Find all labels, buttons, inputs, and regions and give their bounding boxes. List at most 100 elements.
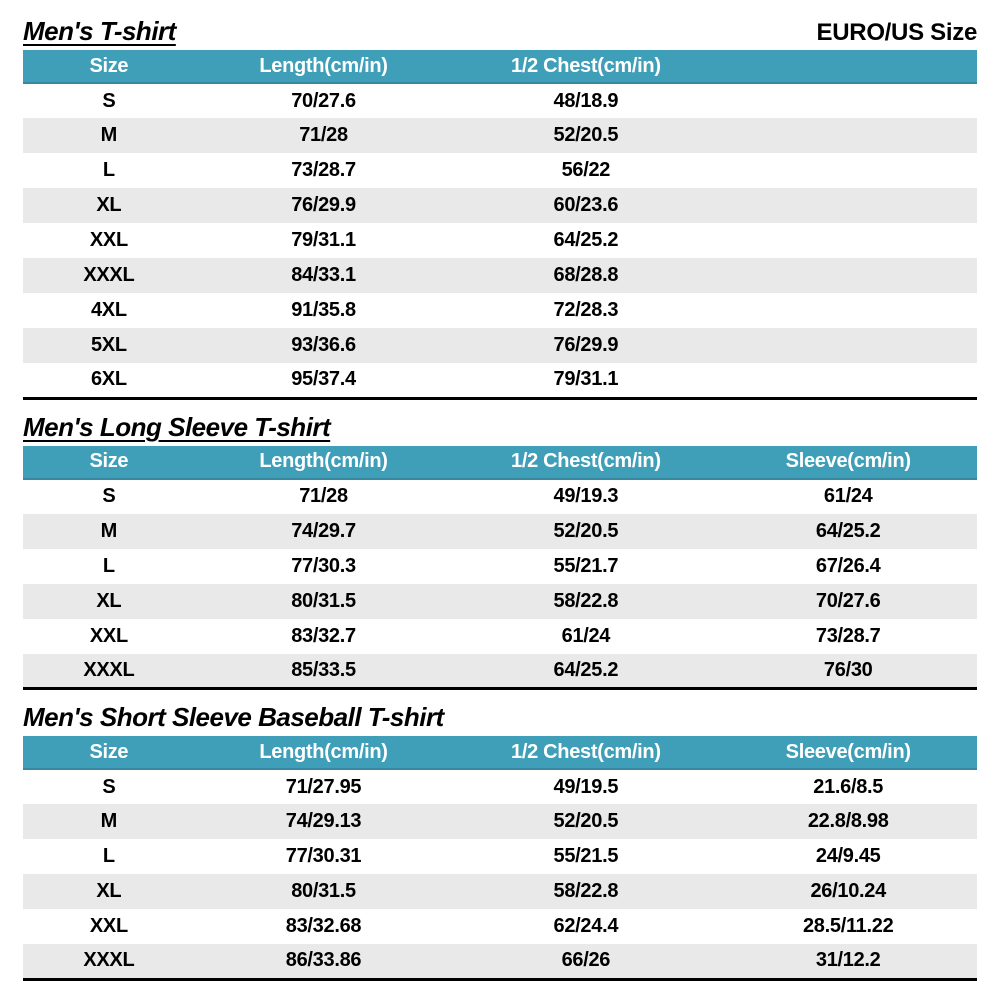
size-table-section-mens-baseball: Men's Short Sleeve Baseball T-shirt Size… (23, 702, 977, 981)
measurement-cell: 91/35.8 (291, 299, 356, 321)
table-row: M 74/29.7 52/20.5 64/25.2 (23, 513, 977, 549)
measurement-cell: 21.6/8.5 (813, 775, 884, 798)
measurement-cell (719, 328, 977, 363)
size-cell: M (100, 124, 118, 146)
size-cell: XL (96, 589, 122, 612)
measurement-cell: 74/29.7 (291, 519, 356, 542)
measurement-cell: 76/30 (823, 658, 873, 681)
measurement-cell: 61/24 (561, 624, 611, 647)
measurement-cell: 70/27.6 (815, 589, 881, 612)
size-table: Size Length(cm/in) 1/2 Chest(cm/in) Sleeve(… (23, 736, 977, 981)
column-header: Size (23, 445, 195, 480)
measurement-cell: 95/37.4 (291, 368, 356, 391)
measurement-cell: 93/36.6 (291, 334, 356, 356)
measurement-cell: 56/22 (561, 159, 611, 181)
measurement-cell: 77/30.31 (285, 845, 362, 867)
measurement-cell: 68/28.8 (553, 264, 619, 286)
measurement-cell: 55/21.7 (553, 554, 619, 577)
size-cell: M (100, 810, 118, 832)
table-row: L 73/28.7 56/22 (23, 153, 977, 188)
column-header: 1/2 Chest(cm/in) (452, 445, 720, 480)
measurement-cell: 58/22.8 (553, 589, 619, 612)
measurement-cell: 49/19.3 (553, 485, 619, 507)
table-row: L 77/30.3 55/21.7 67/26.4 (23, 549, 977, 584)
measurement-cell: 79/31.1 (291, 229, 356, 251)
table-title: Men's T-shirt (23, 16, 176, 46)
size-table-section-mens-tshirt: Men's T-shirt EURO/US Size Size Length(cm… (23, 16, 977, 400)
measurement-cell: 22.8/8.98 (807, 810, 889, 832)
size-cell: XXL (89, 915, 128, 937)
section-header: Men's T-shirt EURO/US Size (23, 16, 977, 46)
size-cell: M (100, 519, 118, 542)
measurement-cell: 85/33.5 (291, 658, 356, 681)
measurement-cell: 52/20.5 (553, 519, 619, 542)
table-row: 4XL 91/35.8 72/28.3 (23, 293, 977, 328)
size-cell: 4XL (90, 299, 127, 321)
measurement-cell: 71/28 (299, 124, 348, 146)
size-cell: L (102, 845, 115, 867)
measurement-cell (719, 363, 977, 398)
table-row: M 71/28 52/20.5 (23, 118, 977, 153)
measurement-cell: 28.5/11.22 (802, 915, 894, 937)
table-row: XXL 83/32.7 61/24 73/28.7 (23, 619, 977, 654)
table-row: S 70/27.6 48/18.9 (23, 83, 977, 118)
column-header: Size (23, 50, 195, 84)
measurement-cell: 61/24 (823, 485, 873, 507)
column-header: Length(cm/in) (194, 445, 453, 480)
size-cell: 5XL (90, 334, 127, 356)
measurement-cell: 55/21.5 (553, 845, 619, 867)
measurement-cell: 71/28 (299, 485, 348, 507)
size-cell: S (102, 775, 116, 798)
section-header: Men's Short Sleeve Baseball T-shirt (23, 702, 977, 732)
measurement-cell: 79/31.1 (553, 368, 619, 391)
column-header: 1/2 Chest(cm/in) (452, 50, 720, 84)
column-header: Length(cm/in) (194, 736, 453, 770)
measurement-cell: 80/31.5 (291, 589, 356, 612)
column-header-empty (719, 50, 977, 84)
table-row: XXL 83/32.68 62/24.4 28.5/11.22 (23, 909, 977, 944)
measurement-cell: 84/33.1 (291, 264, 356, 286)
measurement-cell: 76/29.9 (291, 194, 356, 216)
size-cell: XXXL (83, 264, 135, 286)
size-cell: S (102, 89, 116, 112)
column-header: Length(cm/in) (194, 50, 453, 84)
table-row: 5XL 93/36.6 76/29.9 (23, 328, 977, 363)
measurement-cell (719, 223, 977, 258)
table-row: XL 76/29.9 60/23.6 (23, 188, 977, 223)
table-row: XL 80/31.5 58/22.8 70/27.6 (23, 583, 977, 619)
table-title: Men's Short Sleeve Baseball T-shirt (23, 702, 444, 732)
size-cell: L (102, 159, 115, 181)
size-cell: S (102, 485, 116, 507)
measurement-cell: 71/27.95 (285, 775, 362, 798)
table-row: XXXL 85/33.5 64/25.2 76/30 (23, 653, 977, 689)
measurement-cell: 24/9.45 (815, 845, 881, 867)
measurement-cell (719, 153, 977, 188)
measurement-cell: 52/20.5 (553, 810, 619, 832)
table-row: 6XL 95/37.4 79/31.1 (23, 363, 977, 398)
table-row: XXXL 84/33.1 68/28.8 (23, 258, 977, 293)
measurement-cell (719, 118, 977, 153)
measurement-cell: 60/23.6 (553, 194, 619, 216)
header-row: Size Length(cm/in) 1/2 Chest(cm/in) Sleeve(… (23, 445, 977, 480)
measurement-cell: 73/28.7 (815, 624, 881, 647)
measurement-cell: 86/33.86 (285, 949, 362, 972)
measurement-cell: 77/30.3 (291, 554, 356, 577)
header-row: Size Length(cm/in) 1/2 Chest(cm/in) Sleeve(… (23, 736, 977, 770)
measurement-cell: 66/26 (561, 949, 611, 972)
measurement-cell (719, 293, 977, 328)
size-table-section-mens-long-sleeve: Men's Long Sleeve T-shirt Size Length(cm/… (23, 412, 977, 690)
table-row: L 77/30.31 55/21.5 24/9.45 (23, 839, 977, 874)
measurement-cell: 26/10.24 (810, 880, 886, 902)
measurement-cell: 70/27.6 (291, 89, 356, 112)
measurement-cell: 74/29.13 (285, 810, 362, 832)
measurement-cell: 31/12.2 (815, 949, 881, 972)
table-row: XXL 79/31.1 64/25.2 (23, 223, 977, 258)
measurement-cell: 64/25.2 (553, 229, 619, 251)
size-cell: XXL (89, 229, 128, 251)
measurement-cell: 64/25.2 (815, 519, 881, 542)
section-header: Men's Long Sleeve T-shirt (23, 412, 977, 442)
table-row: M 74/29.13 52/20.5 22.8/8.98 (23, 804, 977, 839)
size-standard-label: EURO/US Size (816, 19, 978, 46)
size-cell: XL (96, 880, 122, 902)
measurement-cell (719, 258, 977, 293)
